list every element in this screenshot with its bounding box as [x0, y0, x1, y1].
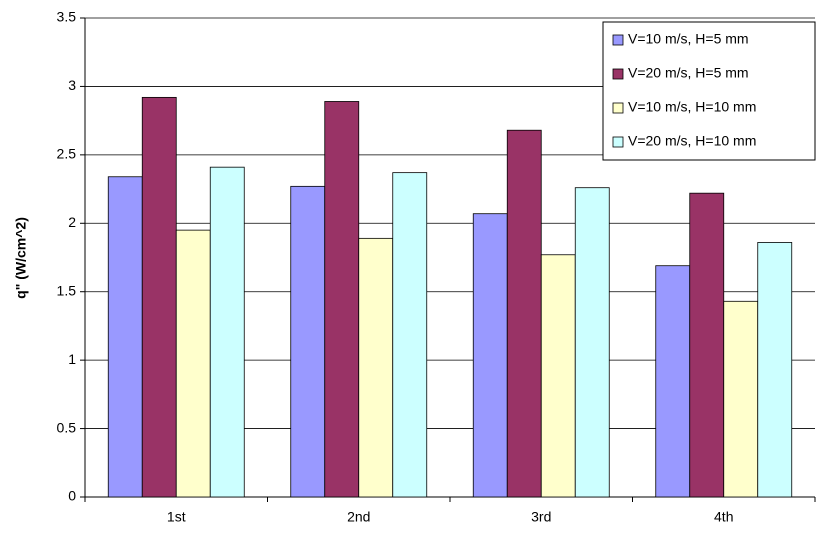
legend-swatch: [612, 136, 624, 148]
bar: [723, 300, 759, 498]
bar: [574, 187, 610, 498]
bar: [209, 166, 245, 498]
bar: [175, 229, 211, 498]
bar: [358, 237, 394, 498]
bar: [472, 213, 508, 498]
x-tick-label: 4th: [714, 509, 733, 525]
legend-swatch: [612, 68, 624, 80]
legend: V=10 m/s, H=5 mm V=20 m/s, H=5 mm V=10 m/s…: [602, 21, 816, 161]
bar: [107, 176, 143, 498]
x-tick-label: 2nd: [347, 509, 370, 525]
y-tick-label: 1.5: [57, 282, 77, 298]
bar: [141, 96, 177, 498]
legend-label: V=20 m/s, H=5 mm: [628, 65, 749, 81]
y-tick-label: 3: [68, 77, 76, 93]
x-tick-label: 3rd: [531, 509, 551, 525]
legend-label: V=10 m/s, H=10 mm: [628, 99, 756, 115]
bar: [392, 172, 428, 498]
bar: [757, 242, 793, 498]
legend-label: V=10 m/s, H=5 mm: [628, 31, 749, 47]
y-tick-label: 0: [68, 488, 76, 504]
legend-swatch: [612, 102, 624, 114]
legend-swatch: [612, 34, 624, 46]
legend-box: [602, 21, 816, 161]
bar: [540, 254, 576, 498]
legend-label: V=20 m/s, H=10 mm: [628, 133, 756, 149]
x-tick-label: 1st: [167, 509, 186, 525]
y-tick-label: 1: [68, 351, 76, 367]
bar: [689, 192, 725, 498]
bar: [655, 265, 691, 498]
bar: [324, 101, 360, 498]
y-tick-label: 2: [68, 214, 76, 230]
bar: [290, 185, 326, 498]
y-axis-label: q" (W/cm^2): [13, 217, 29, 299]
y-tick-label: 3.5: [57, 9, 77, 25]
y-tick-label: 0.5: [57, 419, 77, 435]
y-tick-label: 2.5: [57, 146, 77, 162]
bar: [506, 129, 542, 498]
